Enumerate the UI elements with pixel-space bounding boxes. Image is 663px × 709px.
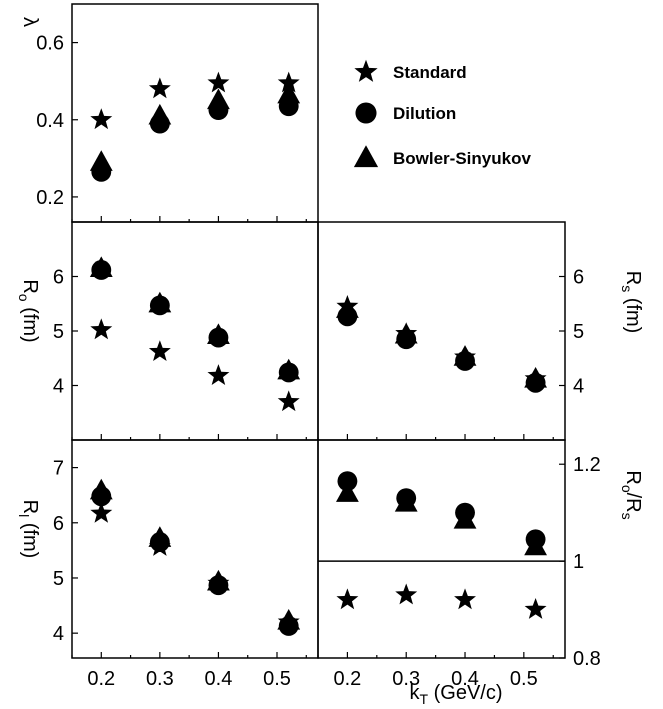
point-ro-star <box>148 340 171 362</box>
point-ratio-triangle <box>336 481 359 502</box>
x-axis-title: kT (GeV/c) <box>409 682 502 707</box>
x-tick-label: 0.3 <box>392 668 420 690</box>
panel-rs-frame <box>317 221 566 441</box>
y-tick-label-rl: 6 <box>53 513 64 535</box>
point-rl-star <box>148 535 171 556</box>
y-tick-label-ratio: 1 <box>573 551 584 573</box>
legend-marker-star <box>354 59 378 82</box>
point-ratio-circle <box>396 488 417 509</box>
point-rl-circle <box>91 486 112 507</box>
y-tick-label-lambda: 0.2 <box>36 187 64 209</box>
y-axis-title-lambda: λ <box>19 17 41 27</box>
y-axis-title-rs: Rs (fm) <box>619 271 644 334</box>
x-tick-label: 0.2 <box>87 668 115 690</box>
y-tick-label-lambda: 0.6 <box>36 33 64 55</box>
y-tick-label-lambda: 0.4 <box>36 110 64 132</box>
point-rs-star <box>395 322 418 344</box>
point-lambda-circle <box>208 100 229 121</box>
point-ro-circle <box>278 362 299 383</box>
point-ro-circle <box>91 260 112 280</box>
point-ratio-circle <box>525 529 546 550</box>
point-lambda-circle <box>149 113 170 134</box>
point-ratio-star <box>524 598 547 619</box>
y-tick-label-rs: 4 <box>573 376 584 398</box>
point-rl-star <box>90 501 113 523</box>
point-lambda-star <box>277 71 300 93</box>
legend-label-star: Standard <box>393 63 467 82</box>
point-rl-star <box>277 610 300 632</box>
panel-lambda-frame <box>71 3 319 223</box>
point-ro-star <box>90 318 113 340</box>
y-tick-label-ratio: 0.8 <box>573 648 601 670</box>
point-ratio-star <box>395 583 418 605</box>
y-tick-label-ratio: 1.2 <box>573 454 601 476</box>
legend: Standard Dilution Bowler-Sinyukov <box>353 59 531 168</box>
legend-label-circle: Dilution <box>393 104 456 123</box>
point-rs-star <box>524 367 547 389</box>
y-tick-label-rl: 7 <box>53 458 64 480</box>
chart-marks: 0.2 0.4 0.6 λ 4 5 6 Ro (fm) 4 5 6 Rs (fm) 4 5 6 7 Rl (fm… <box>16 17 644 690</box>
panel-ro-frame <box>71 221 319 441</box>
point-ro-star <box>207 364 230 386</box>
panel-ratio-frame <box>317 439 566 659</box>
point-lambda-circle <box>278 96 299 117</box>
y-tick-label-ro: 4 <box>53 376 64 398</box>
x-tick-label: 0.5 <box>510 668 538 690</box>
x-tick-label: 0.4 <box>205 668 233 690</box>
legend-marker-triangle <box>353 145 379 168</box>
point-ratio-circle <box>337 471 358 492</box>
point-rs-star <box>336 294 359 316</box>
y-tick-label-rl: 4 <box>53 623 64 645</box>
legend-marker-circle <box>355 102 377 124</box>
point-rl-star <box>207 571 230 593</box>
y-tick-label-ro: 5 <box>53 321 64 343</box>
x-tick-label: 0.4 <box>451 668 479 690</box>
point-ro-star <box>277 390 300 412</box>
x-tick-label: 0.2 <box>333 668 361 690</box>
point-ratio-circle <box>455 502 475 523</box>
y-axis-title-rl: Rl (fm) <box>16 500 41 559</box>
point-ro-circle <box>208 327 229 348</box>
point-lambda-circle <box>91 161 112 182</box>
y-axis-title-ratio: Ro/Rs <box>619 470 644 519</box>
point-ratio-star <box>336 588 359 610</box>
y-tick-label-rs: 5 <box>573 321 584 343</box>
point-lambda-star <box>207 71 230 93</box>
y-tick-label-rl: 5 <box>53 568 64 590</box>
y-tick-label-rs: 6 <box>573 267 584 289</box>
point-rs-star <box>454 345 476 367</box>
point-ro-circle <box>149 295 170 316</box>
legend-label-triangle: Bowler-Sinyukov <box>393 149 531 168</box>
y-axis-title-ro: Ro (fm) <box>16 279 41 342</box>
point-lambda-star <box>148 77 171 99</box>
x-tick-label: 0.3 <box>146 668 174 690</box>
x-tick-label: 0.5 <box>263 668 291 690</box>
y-tick-label-ro: 6 <box>53 267 64 289</box>
point-lambda-star <box>90 108 113 130</box>
point-ratio-star <box>454 588 476 610</box>
